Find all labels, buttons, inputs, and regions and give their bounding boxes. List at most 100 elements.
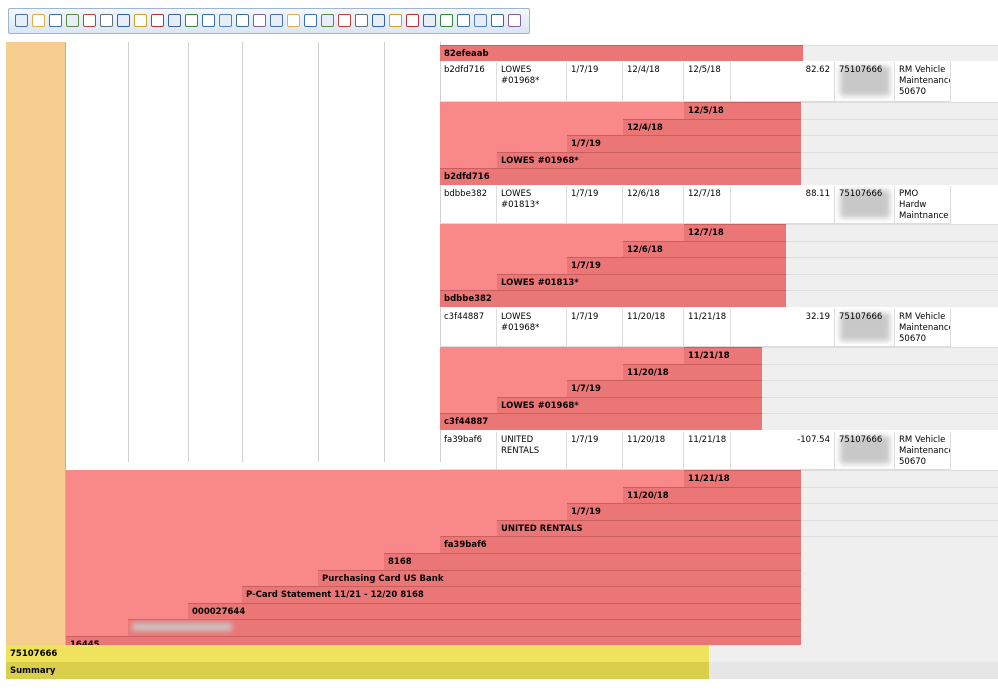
toolbar-button[interactable]: [151, 14, 164, 27]
gray-line: [786, 224, 998, 225]
record-cell: 12/6/18: [623, 186, 684, 224]
record-cell: -107.54: [731, 432, 835, 470]
gray-line: [762, 380, 998, 382]
gray-row: [803, 45, 998, 61]
gray-row: [709, 645, 998, 662]
toolbar-button[interactable]: [355, 14, 368, 27]
gray-line: [801, 486, 998, 488]
column-line: [188, 42, 189, 462]
total-row: 75107666: [6, 645, 709, 662]
toolbar-button[interactable]: [185, 14, 198, 27]
toolbar-button[interactable]: [15, 14, 28, 27]
gray-line: [786, 240, 998, 242]
record-cell: RM Vehicle Maintenance 50670: [895, 309, 951, 347]
gray-line: [762, 363, 998, 365]
toolbar-button[interactable]: [49, 14, 62, 27]
subtotal-row: 1/7/19: [567, 135, 801, 152]
summary-row: Summary: [6, 662, 709, 679]
blurred-name: [840, 436, 890, 464]
toolbar-button[interactable]: [508, 14, 521, 27]
record-cell: 11/20/18: [623, 309, 684, 347]
subtotal-row: 11/20/18: [623, 486, 801, 504]
toolbar: [8, 8, 530, 34]
record-cell: 75107666: [835, 432, 895, 470]
toolbar-button[interactable]: [321, 14, 334, 27]
subtotal-row: 1/7/19: [567, 380, 762, 397]
toolbar-button[interactable]: [440, 14, 453, 27]
subtotal-row: LOWES #01968*: [497, 151, 801, 169]
gray-line: [801, 118, 998, 120]
toolbar-button[interactable]: [287, 14, 300, 27]
gray-row: [709, 662, 998, 679]
record-cell: bdbbe382: [440, 186, 497, 224]
toolbar-button[interactable]: [372, 14, 385, 27]
gray-line: [786, 257, 998, 259]
gray-line: [801, 503, 998, 505]
subtotal-row: fa39baf6: [440, 536, 801, 553]
subtotal-row: LOWES #01968*: [497, 396, 762, 414]
subtotal-row: b2dfd716: [440, 168, 801, 185]
subtotal-row: 1/7/19: [567, 503, 801, 520]
gray-block: [801, 102, 998, 185]
gray-line: [762, 396, 998, 398]
toolbar-button[interactable]: [338, 14, 351, 27]
record-cell: RM Vehicle Maintenance 50670: [895, 62, 951, 102]
subtotal-row: [128, 619, 801, 636]
gray-line: [801, 519, 998, 521]
toolbar-button[interactable]: [389, 14, 402, 27]
record-cell: LOWES #01968*: [497, 62, 567, 102]
toolbar-button[interactable]: [491, 14, 504, 27]
record-cell: 75107666: [835, 62, 895, 102]
record-cell: 1/7/19: [567, 309, 623, 347]
toolbar-button[interactable]: [423, 14, 436, 27]
column-line: [318, 42, 319, 462]
toolbar-button[interactable]: [406, 14, 419, 27]
record-cell: c3f44887: [440, 309, 497, 347]
toolbar-button[interactable]: [66, 14, 79, 27]
subtotal-row: 12/7/18: [684, 224, 786, 241]
subtotal-row: c3f44887: [440, 413, 762, 430]
toolbar-button[interactable]: [134, 14, 147, 27]
gray-block: [801, 470, 998, 653]
toolbar-button[interactable]: [219, 14, 232, 27]
gray-line: [786, 290, 998, 292]
toolbar-button[interactable]: [168, 14, 181, 27]
gray-line: [801, 470, 998, 471]
record-cell: 88.11: [731, 186, 835, 224]
subtotal-row: 12/6/18: [623, 240, 786, 258]
record-cell: UNITED RENTALS: [497, 432, 567, 470]
record-cell: LOWES #01968*: [497, 309, 567, 347]
subtotal-row: bdbbe382: [440, 290, 786, 307]
column-line: [384, 42, 385, 462]
gray-line: [801, 151, 998, 153]
gray-block: [762, 347, 998, 430]
subtotal-row: 11/21/18: [684, 470, 801, 487]
record-cell: fa39baf6: [440, 432, 497, 470]
record-cell: RM Vehicle Maintenance 50670: [895, 432, 951, 470]
record-cell: 12/4/18: [623, 62, 684, 102]
record-cell: 75107666: [835, 186, 895, 224]
toolbar-button[interactable]: [100, 14, 113, 27]
subtotal-row: 1/7/19: [567, 257, 786, 274]
toolbar-button[interactable]: [457, 14, 470, 27]
subtotal-row: 12/5/18: [684, 102, 801, 119]
toolbar-button[interactable]: [83, 14, 96, 27]
gray-line: [762, 347, 998, 348]
subtotal-row: 8168: [384, 553, 801, 570]
toolbar-button[interactable]: [474, 14, 487, 27]
toolbar-button[interactable]: [117, 14, 130, 27]
toolbar-button[interactable]: [304, 14, 317, 27]
record-cell: 11/21/18: [684, 309, 731, 347]
toolbar-button[interactable]: [202, 14, 215, 27]
subtotal-row: Purchasing Card US Bank: [318, 569, 801, 587]
toolbar-button[interactable]: [32, 14, 45, 27]
blurred-label: [132, 623, 232, 632]
toolbar-button[interactable]: [236, 14, 249, 27]
toolbar-button[interactable]: [270, 14, 283, 27]
toolbar-button[interactable]: [253, 14, 266, 27]
record-cell: 75107666: [835, 309, 895, 347]
gray-block: [786, 224, 998, 307]
group-column: [6, 42, 66, 645]
gray-line: [801, 102, 998, 103]
